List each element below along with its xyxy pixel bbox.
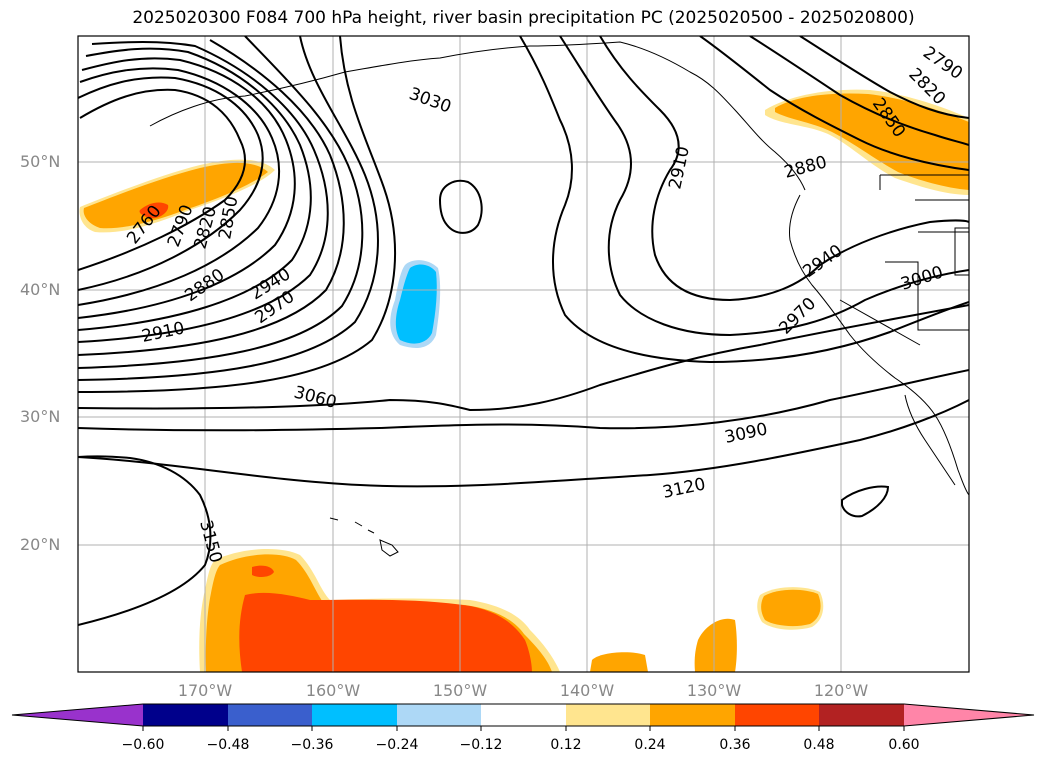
colorbar-segment (397, 704, 481, 726)
lat-label: 20°N (20, 535, 61, 554)
map-plot: 2760 2790 2820 2850 2880 2910 2940 2970 … (78, 36, 969, 672)
colorbar-tick-label: 0.12 (550, 737, 582, 753)
colorbar (11, 703, 1035, 731)
graticule (78, 36, 969, 672)
colorbar-segment (12, 704, 143, 726)
colorbar-segment (904, 704, 1034, 726)
lon-label: 150°W (432, 681, 488, 700)
colorbar-tick-label: 0.48 (803, 737, 835, 753)
colorbar-segment (312, 704, 397, 726)
colorbar-tick-label: −0.48 (206, 737, 250, 753)
colorbar-segment (143, 704, 228, 726)
lon-label: 130°W (686, 681, 742, 700)
lat-label: 40°N (20, 280, 61, 299)
lon-label: 140°W (559, 681, 615, 700)
colorbar-segment (735, 704, 819, 726)
colorbar-tick-label: −0.36 (290, 737, 334, 753)
colorbar-tick-label: −0.60 (121, 737, 165, 753)
lon-label: 170°W (177, 681, 233, 700)
lat-label: 30°N (20, 407, 61, 426)
colorbar-tick-label: 0.24 (634, 737, 666, 753)
colorbar-segment (650, 704, 735, 726)
colorbar-tick-label: 0.36 (719, 737, 751, 753)
map-title: 2025020300 F084 700 hPa height, river ba… (132, 8, 915, 28)
height-contours (78, 36, 969, 626)
colorbar-segment (228, 704, 312, 726)
lat-label: 50°N (20, 152, 61, 171)
colorbar-tick-label: −0.24 (375, 737, 419, 753)
coastlines (149, 41, 969, 557)
precip-shading (79, 89, 969, 672)
colorbar-segment (819, 704, 904, 726)
plot-frame (77, 35, 970, 673)
colorbar-tick-label: 0.60 (888, 737, 920, 753)
colorbar-segment (481, 704, 566, 726)
lon-label: 120°W (813, 681, 869, 700)
colorbar-segment (566, 704, 650, 726)
colorbar-tick-label: −0.12 (459, 737, 503, 753)
lon-label: 160°W (305, 681, 361, 700)
